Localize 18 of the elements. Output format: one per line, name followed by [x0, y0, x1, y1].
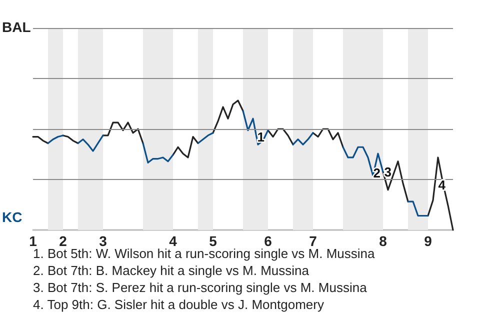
text: 1. Bot 5th: W. Wilson hit a run-scoring single vs M. Mussina — [33, 246, 376, 261]
x-tick-label: 7 — [309, 233, 318, 249]
text: 2. Bot 7th: B. Mackey hit a single vs M. Mussina — [33, 263, 310, 278]
x-tick-label: 2 — [59, 233, 68, 249]
text: 4. Top 9th: G. Sisler hit a double vs J. Montgomery — [33, 297, 324, 312]
x-tick-label: 4 — [169, 233, 178, 249]
x-tick-label: 1 — [29, 233, 38, 249]
x-tick-label: 5 — [209, 233, 218, 249]
x-tick-label: 9 — [424, 233, 432, 249]
text: 3. Bot 7th: S. Perez hit a run-scoring single vs M. Mussina — [33, 280, 368, 295]
text: KC — [2, 209, 22, 225]
annotation: 3 — [384, 164, 392, 180]
x-tick-label: 8 — [379, 233, 388, 249]
annotation: 2 — [373, 165, 380, 180]
text: BAL — [2, 19, 32, 35]
x-tick-label: 6 — [264, 233, 272, 249]
x-tick-label: 3 — [99, 233, 108, 249]
annotation: 1 — [257, 129, 264, 144]
